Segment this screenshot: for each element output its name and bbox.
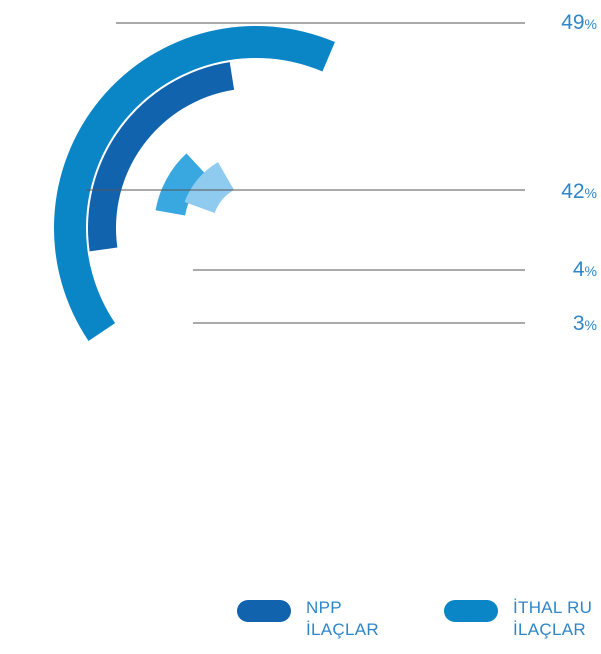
radial-bar-49 xyxy=(53,25,335,341)
legend-label-npp: NPP İLAÇLAR xyxy=(306,598,379,639)
value-label-3: 3% xyxy=(572,312,597,335)
radial-bar-3 xyxy=(155,153,207,216)
chart-arcs xyxy=(53,25,335,341)
value-label-4: 4% xyxy=(572,258,597,281)
legend-swatch-npp xyxy=(237,600,291,622)
value-label-42: 42% xyxy=(561,180,597,203)
value-label-49: 49% xyxy=(561,11,597,34)
leader-lines xyxy=(86,22,525,324)
legend-label-ithal: İTHAL RU İLAÇLAR xyxy=(513,598,593,639)
legend-swatch-ithal xyxy=(444,600,498,622)
radial-bar-4 xyxy=(184,162,234,213)
radial-bar-42 xyxy=(87,62,235,252)
